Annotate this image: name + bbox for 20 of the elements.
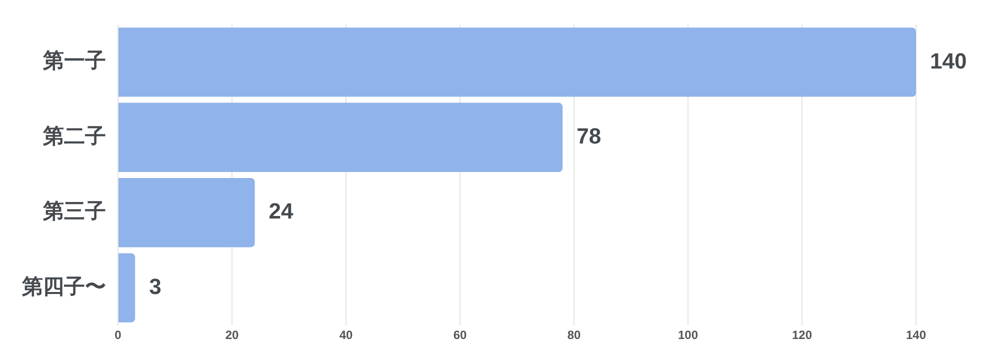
x-tick-label: 40 (339, 328, 353, 342)
x-tick-label: 0 (114, 328, 122, 342)
x-tick-label: 60 (453, 328, 467, 342)
x-tick-label: 80 (567, 328, 581, 342)
y-tick-label: 第四子〜 (21, 274, 106, 298)
data-label: 78 (576, 123, 602, 148)
y-tick-label: 第三子 (42, 199, 106, 224)
bar (118, 102, 563, 172)
x-tick-label: 100 (678, 328, 698, 342)
x-tick-label: 120 (792, 328, 812, 342)
x-tick-label: 140 (906, 328, 926, 342)
data-label: 24 (268, 198, 294, 224)
y-tick-label: 第二子 (42, 124, 106, 148)
data-label: 140 (930, 48, 967, 74)
x-tick-label: 20 (225, 328, 239, 342)
y-tick-label: 第一子 (42, 48, 106, 73)
data-label: 3 (149, 274, 162, 299)
bar (118, 178, 255, 248)
bar (118, 28, 916, 97)
bar (118, 253, 136, 322)
